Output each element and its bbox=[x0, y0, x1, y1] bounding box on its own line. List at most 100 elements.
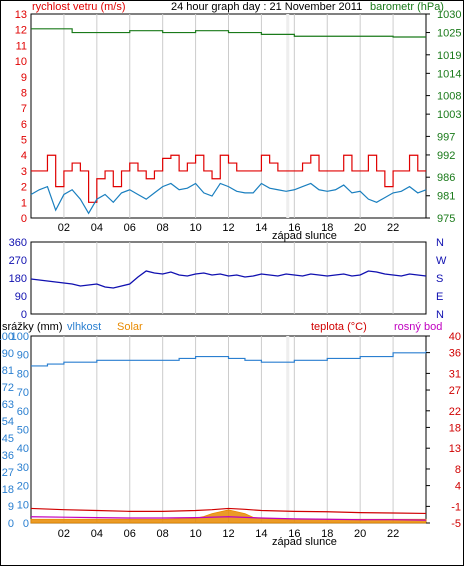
compass-tick-label: N bbox=[436, 309, 444, 321]
pressure-tick-label: 997 bbox=[437, 131, 455, 143]
pressure-line bbox=[31, 28, 426, 38]
rain-tick-label: 100 bbox=[11, 331, 29, 343]
wind-tick-label: 13 bbox=[15, 9, 27, 21]
wind-average-line bbox=[30, 182, 427, 215]
wind-tick-label: 0 bbox=[21, 213, 27, 225]
dewpoint-line bbox=[30, 516, 427, 521]
compass-tick-label: W bbox=[436, 255, 447, 267]
hour-tick-label: 16 bbox=[288, 222, 300, 234]
temperature-tick-label: 31 bbox=[449, 368, 461, 380]
hour-tick-label: 14 bbox=[255, 528, 267, 540]
hour-tick-label: 16 bbox=[288, 528, 300, 540]
humidity-tick-label: 0 bbox=[8, 518, 14, 530]
pressure-tick-label: 986 bbox=[437, 172, 455, 184]
hour-tick-label: 08 bbox=[157, 222, 169, 234]
hour-tick-label: 12 bbox=[222, 528, 234, 540]
chart-title: 24 hour graph day : 21 November 2011 bbox=[171, 1, 362, 13]
rain-tick-label: 50 bbox=[17, 425, 29, 437]
hour-tick-label: 14 bbox=[255, 222, 267, 234]
pressure-tick-label: 1019 bbox=[437, 50, 461, 62]
temperature-tick-label: 27 bbox=[449, 385, 461, 397]
humidity-tick-label: 81 bbox=[2, 365, 14, 377]
temperature-tick-label: 13 bbox=[449, 443, 461, 455]
hour-tick-label: 02 bbox=[58, 528, 70, 540]
rain-tick-label: 80 bbox=[17, 368, 29, 380]
humidity-tick-label: 9 bbox=[8, 501, 14, 513]
rain-humidity-temperature-panel: 0102030405060708090100091827364554637281… bbox=[0, 321, 461, 548]
humidity-tick-label: 18 bbox=[2, 484, 14, 496]
solar-axis-label: Solar bbox=[117, 321, 143, 333]
pressure-axis-label: barometr (hPa) bbox=[370, 1, 444, 13]
humidity-tick-label: 36 bbox=[2, 450, 14, 462]
temperature-axis-label: teplota (°C) bbox=[311, 321, 367, 333]
sunset-label-top: západ slunce bbox=[272, 230, 337, 242]
hour-tick-label: 08 bbox=[157, 528, 169, 540]
rain-axis-label: srážky (mm) bbox=[2, 321, 63, 333]
dewpoint-axis-label: rosný bod bbox=[394, 321, 442, 333]
rain-tick-label: 0 bbox=[23, 518, 29, 530]
temperature-tick-label: 4 bbox=[455, 481, 461, 493]
pressure-tick-label: 975 bbox=[437, 213, 455, 225]
rain-tick-label: 60 bbox=[17, 406, 29, 418]
rain-tick-label: 10 bbox=[17, 499, 29, 511]
temperature-tick-label: -5 bbox=[451, 518, 461, 530]
hour-tick-label: 22 bbox=[387, 528, 399, 540]
temperature-tick-label: 22 bbox=[449, 406, 461, 418]
pressure-tick-label: 1003 bbox=[437, 109, 461, 121]
pressure-tick-label: 1014 bbox=[437, 68, 461, 80]
wind-tick-label: 9 bbox=[21, 72, 27, 84]
wind-tick-label: 1 bbox=[21, 197, 27, 209]
direction-tick-label: 360 bbox=[9, 237, 27, 249]
wind-tick-label: 12 bbox=[15, 25, 27, 37]
pressure-tick-label: 1025 bbox=[437, 28, 461, 40]
hour-tick-label: 18 bbox=[321, 528, 333, 540]
pressure-tick-label: 981 bbox=[437, 191, 455, 203]
wind-tick-label: 6 bbox=[21, 119, 27, 131]
temperature-tick-label: 36 bbox=[449, 348, 461, 360]
sunset-label-bottom: západ slunce bbox=[272, 536, 337, 548]
rain-tick-label: 70 bbox=[17, 387, 29, 399]
humidity-tick-label: 45 bbox=[2, 433, 14, 445]
hour-tick-label: 06 bbox=[124, 222, 136, 234]
pressure-tick-label: 1030 bbox=[437, 9, 461, 21]
rain-tick-label: 30 bbox=[17, 462, 29, 474]
wind-tick-label: 8 bbox=[21, 87, 27, 99]
hour-tick-label: 12 bbox=[222, 222, 234, 234]
wind-tick-label: 11 bbox=[16, 40, 27, 52]
compass-tick-label: S bbox=[436, 273, 443, 285]
temperature-tick-label: 8 bbox=[455, 464, 461, 476]
wind-direction-line bbox=[30, 270, 427, 289]
hour-tick-label: 18 bbox=[321, 222, 333, 234]
wind-axis-label: rychlost vetru (m/s) bbox=[32, 1, 126, 13]
rain-tick-label: 40 bbox=[17, 443, 29, 455]
direction-tick-label: 0 bbox=[21, 309, 27, 321]
humidity-tick-label: 27 bbox=[2, 467, 14, 479]
hour-tick-label: 20 bbox=[354, 222, 366, 234]
hour-tick-label: 20 bbox=[354, 528, 366, 540]
hour-tick-label: 04 bbox=[91, 222, 103, 234]
hour-tick-label: 06 bbox=[124, 528, 136, 540]
wind-tick-label: 5 bbox=[21, 135, 27, 147]
humidity-tick-label: 90 bbox=[2, 348, 14, 360]
direction-tick-label: 90 bbox=[15, 291, 27, 303]
hour-tick-label: 22 bbox=[387, 222, 399, 234]
wind-tick-label: 3 bbox=[21, 166, 27, 178]
humidity-tick-label: 63 bbox=[2, 399, 14, 411]
hour-tick-label: 02 bbox=[58, 222, 70, 234]
compass-tick-label: E bbox=[436, 291, 443, 303]
direction-tick-label: 180 bbox=[9, 273, 27, 285]
wind-tick-label: 10 bbox=[15, 56, 27, 68]
compass-tick-label: N bbox=[436, 237, 444, 249]
wind-tick-label: 2 bbox=[21, 182, 27, 194]
humidity-axis-label: vlhkost bbox=[67, 321, 101, 333]
humidity-line bbox=[31, 350, 427, 367]
hour-tick-label: 10 bbox=[189, 528, 201, 540]
pressure-tick-label: 992 bbox=[437, 150, 455, 162]
wind-gust-line bbox=[31, 154, 426, 203]
humidity-tick-label: 72 bbox=[2, 382, 14, 394]
hour-tick-label: 04 bbox=[91, 528, 103, 540]
